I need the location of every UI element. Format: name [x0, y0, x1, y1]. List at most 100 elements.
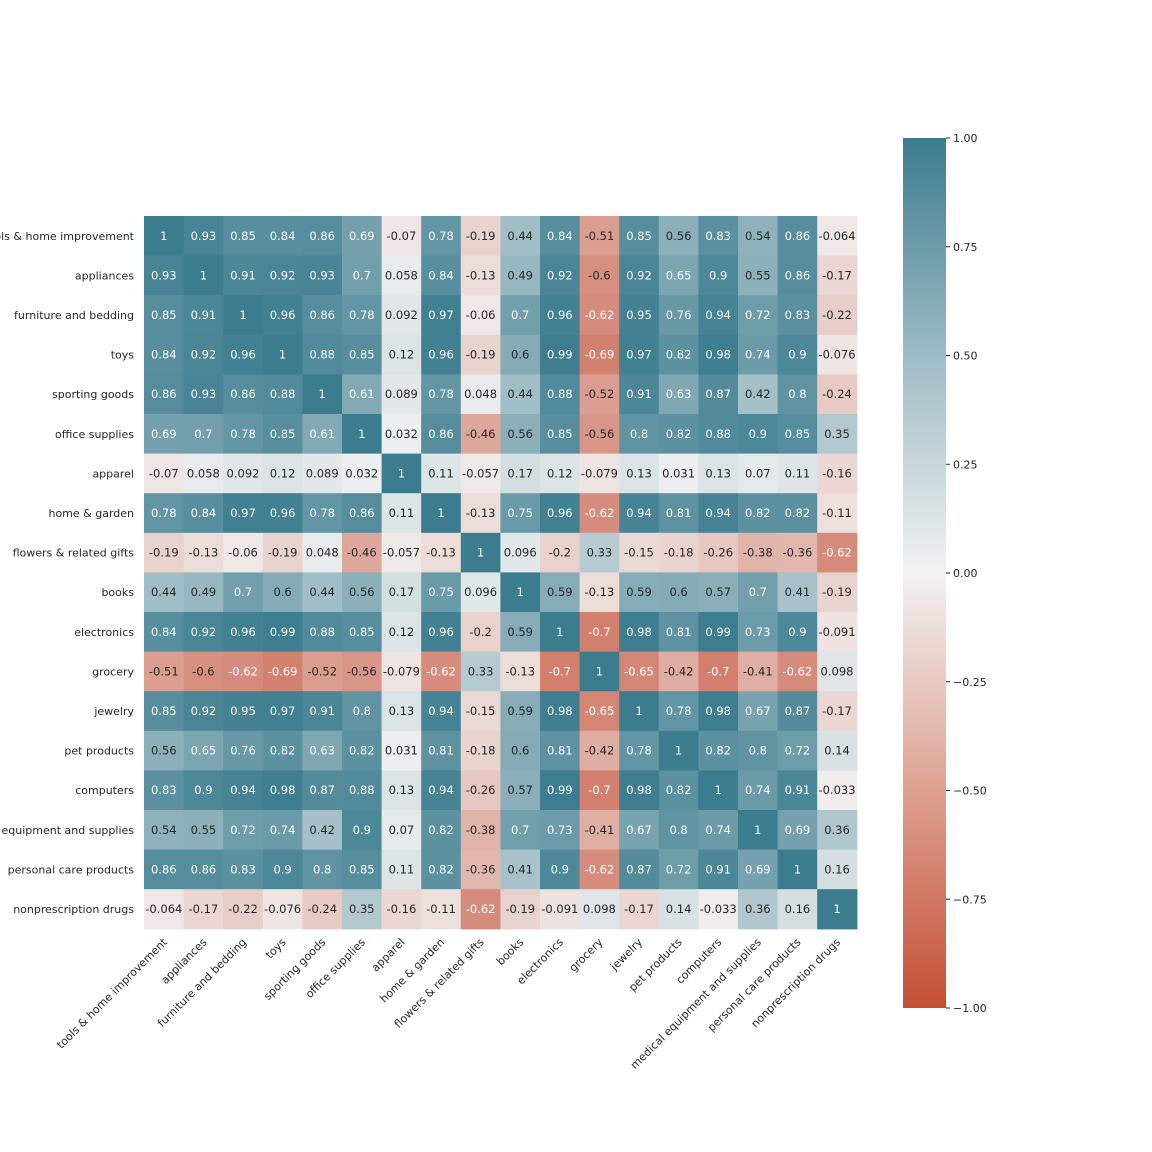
cell-value-label: 0.35 [349, 902, 375, 916]
cell-value-label: 1 [596, 664, 603, 678]
heatmap-cell [183, 612, 224, 653]
heatmap-cell [223, 691, 264, 732]
heatmap-cell [698, 216, 739, 257]
cell-value-label: 0.98 [626, 625, 652, 639]
cell-value-label: 0.59 [507, 625, 533, 639]
cell-value-label: 0.97 [230, 506, 256, 520]
heatmap-cell [817, 532, 858, 573]
heatmap-cell [421, 691, 462, 732]
heatmap-cell [223, 374, 264, 415]
heatmap-cell [540, 770, 581, 811]
cell-value-label: 0.9 [273, 862, 291, 876]
cell-value-label: 0.44 [507, 387, 533, 401]
heatmap-cell [658, 572, 699, 613]
heatmap-cell [421, 295, 462, 336]
heatmap-cell [302, 889, 343, 930]
heatmap-cell [262, 849, 303, 890]
heatmap-cell [381, 889, 422, 930]
cell-value-label: 0.91 [705, 862, 731, 876]
heatmap-cell [302, 810, 343, 851]
heatmap-cell [579, 295, 620, 336]
cell-value-label: 0.42 [745, 387, 771, 401]
heatmap-cell [698, 453, 739, 494]
heatmap-cell [698, 691, 739, 732]
heatmap-cell [658, 810, 699, 851]
cell-value-label: 0.048 [306, 546, 339, 560]
cell-value-label: 0.98 [626, 783, 652, 797]
cell-value-label: 0.93 [309, 268, 335, 282]
heatmap-cell [738, 374, 779, 415]
heatmap-cell [381, 493, 422, 534]
heatmap-cell [817, 414, 858, 455]
heatmap-cell [738, 810, 779, 851]
heatmap-cell [460, 334, 501, 375]
heatmap-cell [183, 651, 224, 692]
heatmap-cell [460, 810, 501, 851]
cell-value-label: 0.41 [785, 585, 811, 599]
heatmap-cell [619, 730, 660, 771]
heatmap-cell [738, 691, 779, 732]
cell-value-label: -0.091 [541, 902, 578, 916]
heatmap-annotations: 1 0.93 0.85 0.84 0.86 0.69 -0.07 0.78 -0.19 0.44 0… [145, 229, 855, 916]
cell-value-label: -0.06 [466, 308, 496, 322]
heatmap-cell [183, 691, 224, 732]
cell-value-label: 0.88 [547, 387, 573, 401]
cell-value-label: -0.19 [149, 546, 179, 560]
heatmap-cell [223, 730, 264, 771]
heatmap-cell [302, 493, 343, 534]
cell-value-label: 0.78 [666, 704, 692, 718]
cell-value-label: 0.86 [151, 387, 177, 401]
cell-value-label: -0.46 [347, 546, 377, 560]
heatmap-cell [183, 572, 224, 613]
heatmap-cell [738, 334, 779, 375]
cell-value-label: 0.56 [349, 585, 375, 599]
heatmap-cell [658, 414, 699, 455]
heatmap-cell [302, 612, 343, 653]
cell-value-label: 0.83 [230, 862, 256, 876]
cell-value-label: 0.7 [511, 823, 529, 837]
heatmap-cell [500, 493, 541, 534]
heatmap-cell [183, 414, 224, 455]
heatmap-cell [540, 414, 581, 455]
cell-value-label: -0.69 [585, 348, 615, 362]
heatmap-cell [421, 572, 462, 613]
cell-value-label: -0.38 [466, 823, 496, 837]
heatmap-cell [658, 532, 699, 573]
heatmap-cell [500, 730, 541, 771]
cell-value-label: 1 [239, 308, 246, 322]
heatmap-cell [262, 572, 303, 613]
cell-value-label: 0.57 [705, 585, 731, 599]
heatmap-cell [777, 730, 818, 771]
heatmap-cell [421, 889, 462, 930]
cell-value-label: 1 [160, 229, 167, 243]
cell-value-label: -0.22 [822, 308, 852, 322]
cell-value-label: 0.85 [151, 308, 177, 322]
heatmap-cell [540, 216, 581, 257]
heatmap-cell [381, 770, 422, 811]
heatmap-cell [540, 453, 581, 494]
cell-value-label: -0.41 [743, 664, 773, 678]
cell-value-label: -0.62 [585, 862, 615, 876]
cell-value-label: 0.82 [666, 783, 692, 797]
cell-value-label: 0.81 [666, 625, 692, 639]
heatmap-cell [144, 453, 185, 494]
cell-value-label: 0.91 [309, 704, 335, 718]
cell-value-label: 0.78 [309, 506, 335, 520]
cell-value-label: 0.85 [349, 862, 375, 876]
heatmap-cell [302, 334, 343, 375]
cell-value-label: 0.96 [270, 506, 296, 520]
heatmap-cell [777, 651, 818, 692]
cell-value-label: 0.85 [151, 704, 177, 718]
heatmap-cell [619, 334, 660, 375]
cell-value-label: 0.99 [270, 625, 296, 639]
heatmap-cell [421, 216, 462, 257]
cell-value-label: 0.098 [821, 664, 854, 678]
heatmap-cell [381, 691, 422, 732]
heatmap-cell [777, 374, 818, 415]
cell-value-label: 1 [200, 268, 207, 282]
heatmap-cell [144, 216, 185, 257]
heatmap-cell [460, 572, 501, 613]
cell-value-label: -0.56 [347, 664, 377, 678]
cell-value-label: 1 [833, 902, 840, 916]
heatmap-cell [619, 651, 660, 692]
